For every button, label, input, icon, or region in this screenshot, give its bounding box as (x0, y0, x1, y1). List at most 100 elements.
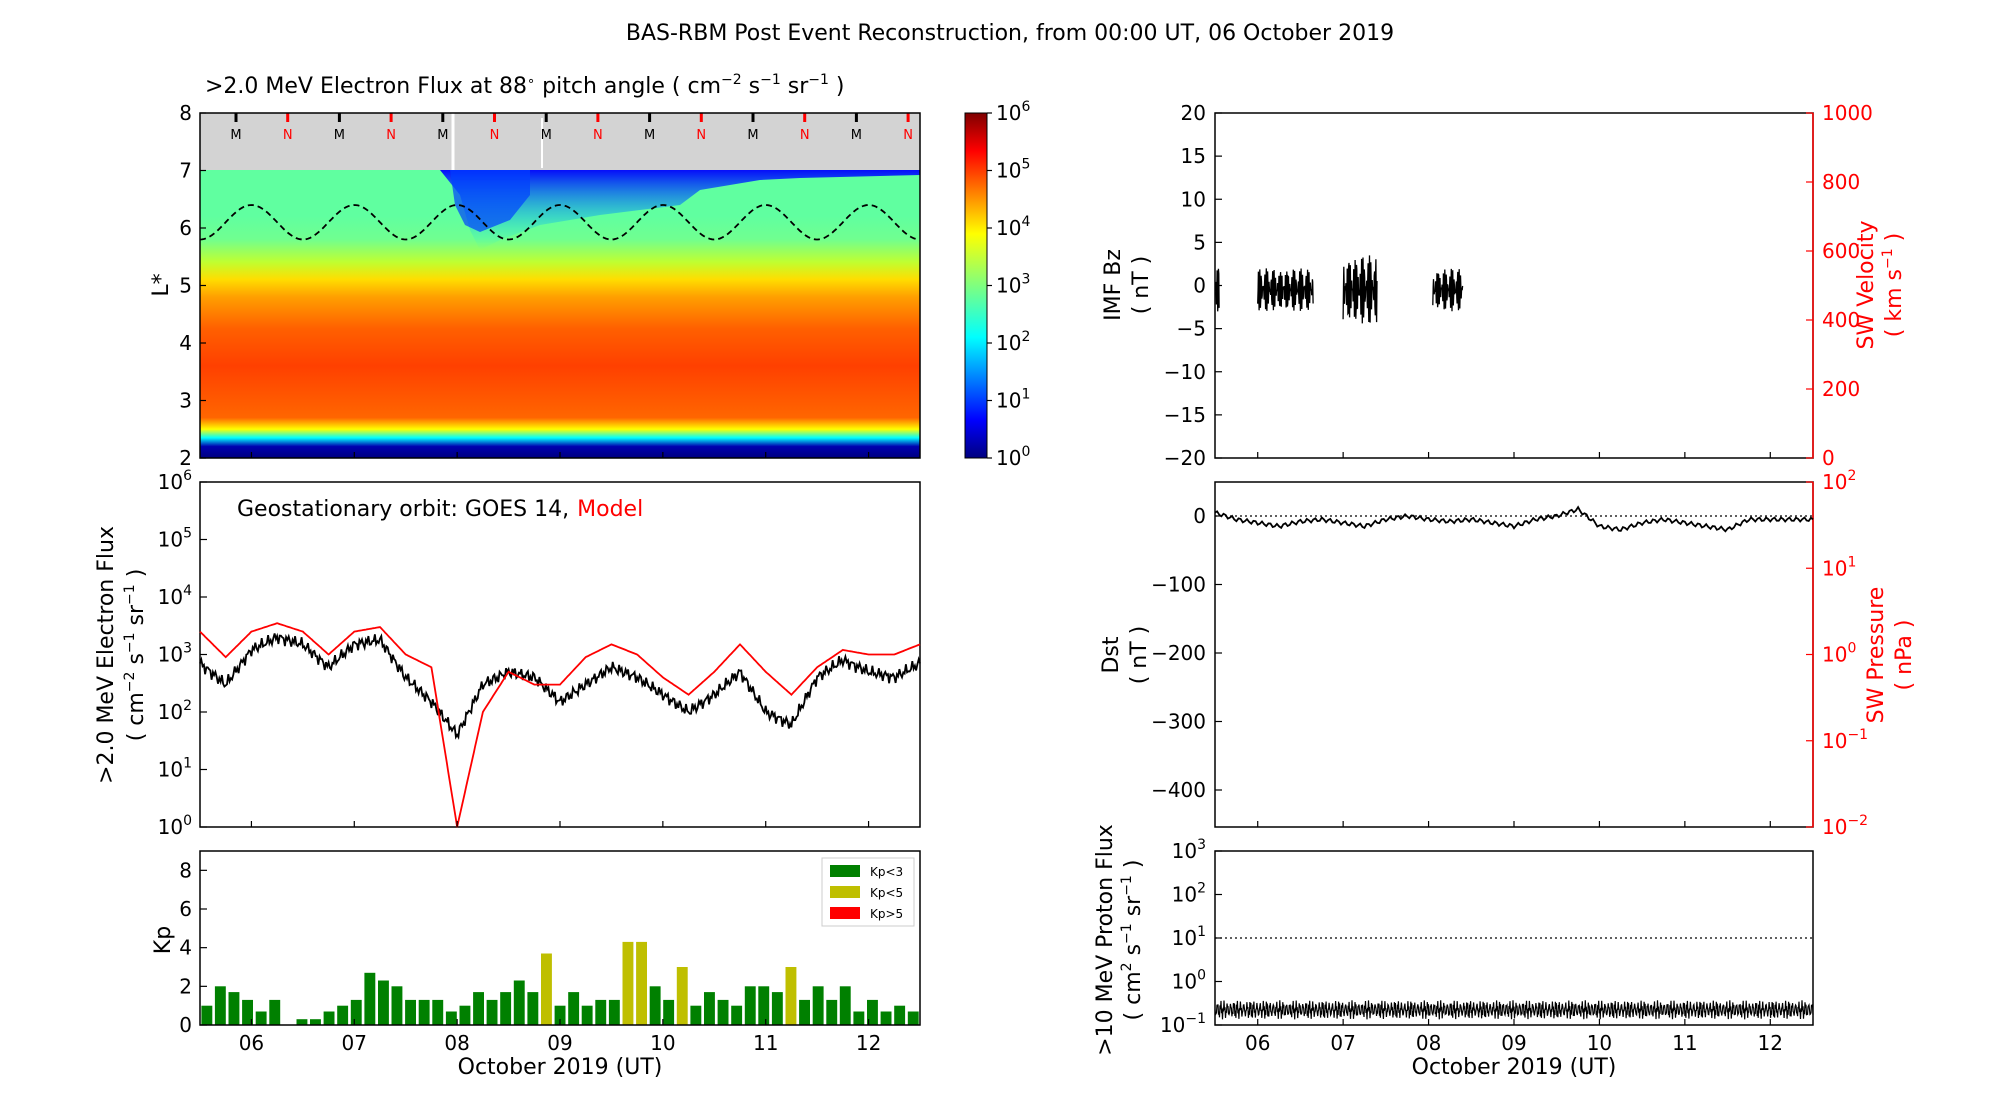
kp-bar (595, 999, 607, 1025)
mn-marker-label: N (386, 128, 396, 143)
proton-panel: 103 102 101 100 10−1 >10 MeV Proton Flux ( c… (1093, 452, 1814, 1080)
imf-right-tick-label: 400 (1822, 308, 1860, 332)
dst-right-tick-label: 10−2 (1822, 813, 1868, 839)
right-xtick-label: 08 (1416, 1031, 1441, 1055)
imf-ytick-label: −15 (1164, 403, 1206, 427)
kp-bar (581, 1005, 593, 1025)
kp-bar (310, 1019, 321, 1025)
kp-legend-swatch-mid (830, 886, 860, 898)
kp-bar (839, 986, 851, 1025)
kp-bar (323, 1011, 335, 1025)
geo-ytick-label: 105 (158, 526, 192, 552)
mn-marker-label: N (696, 128, 706, 143)
colorbar-tick-label: 104 (996, 214, 1030, 240)
kp-bar (513, 980, 525, 1025)
kp-panel: 0 2 4 6 8 Kp Kp<3 Kp<5 Kp>5 06 07 08 09 10 11 12 O… (151, 452, 921, 1080)
geo-panel: Geostationary orbit: GOES 14, Model 100 10… (94, 468, 921, 839)
kp-bar (242, 999, 253, 1025)
left-xtick-label: 12 (856, 1031, 881, 1055)
kp-bar (663, 999, 675, 1025)
kp-bar (771, 992, 783, 1025)
spectrogram-ylabel: L* (149, 273, 174, 296)
dst-frame (1214, 481, 1814, 828)
kp-bar (608, 999, 620, 1025)
geo-ytick-label: 101 (158, 756, 192, 782)
spectrogram-ytick-label: 3 (179, 389, 192, 413)
spectrogram-gray-region (200, 113, 920, 170)
proton-ytick-label: 100 (1172, 968, 1206, 994)
mn-marker-label: M (334, 128, 345, 143)
imf-right-label-line2: ( km s−1 ) (1880, 233, 1907, 337)
imf-ylabel-line1: IMF Bz (1101, 249, 1126, 321)
imf-right-tick-label: 800 (1822, 170, 1860, 194)
colorbar-tick-label: 100 (996, 444, 1030, 470)
spectrogram-depletion-core (450, 170, 530, 232)
kp-bar (228, 992, 240, 1025)
mn-marker-label: N (800, 128, 810, 143)
spectrogram-ytick-label: 8 (179, 101, 192, 125)
geo-label: Geostationary orbit: GOES 14, Model (237, 497, 643, 522)
mn-marker-label: M (644, 128, 655, 143)
imf-bz-trace (1214, 255, 1464, 324)
mn-marker-label: M (437, 128, 448, 143)
left-xtick-label: 06 (239, 1031, 264, 1055)
left-xtick-label: 11 (753, 1031, 778, 1055)
kp-ylabel: Kp (151, 926, 176, 954)
proton-ylabel-line1: >10 MeV Proton Flux (1093, 824, 1118, 1056)
right-xtick-label: 07 (1330, 1031, 1355, 1055)
imf-ytick-label: −10 (1164, 360, 1206, 384)
mn-marker-label: N (283, 128, 293, 143)
imf-right-label-line1: SW Velocity (1854, 220, 1879, 349)
kp-bar (418, 999, 430, 1025)
spectrogram-ytick-label: 5 (179, 274, 192, 298)
proton-ytick-label: 102 (1172, 881, 1206, 907)
imf-ytick-label: 0 (1193, 274, 1206, 298)
geo-frame (199, 481, 921, 828)
kp-ytick-label: 0 (179, 1013, 192, 1037)
right-xlabel: October 2019 (UT) (1412, 1055, 1617, 1080)
dst-trace (1214, 505, 1814, 533)
mn-marker-label: N (903, 128, 913, 143)
kp-bar (473, 992, 484, 1025)
proton-ylabel-line2: ( cm2 s−1 sr−1 ) (1119, 860, 1146, 1021)
dst-ylabel-line1: Dst (1099, 636, 1124, 673)
geo-series-model (199, 622, 921, 828)
spectrogram-dashed-trace (199, 204, 921, 241)
kp-bar (255, 1011, 267, 1025)
dst-right-tick-label: 101 (1822, 554, 1856, 580)
imf-ytick-label: 15 (1181, 144, 1206, 168)
geo-label-model: Model (577, 497, 643, 522)
left-xtick-label: 08 (444, 1031, 469, 1055)
colorbar-tick-label: 101 (996, 387, 1030, 413)
geo-ylabel-line1: >2.0 MeV Electron Flux (94, 526, 119, 784)
geo-ytick-label: 103 (158, 641, 192, 667)
kp-legend-label-low: Kp<3 (870, 865, 903, 879)
proton-ytick-label: 101 (1172, 924, 1206, 950)
kp-bar (704, 992, 715, 1025)
kp-bar (622, 941, 634, 1025)
kp-bar (717, 999, 729, 1025)
kp-bar (269, 999, 281, 1025)
kp-legend: Kp<3 Kp<5 Kp>5 (821, 857, 915, 927)
kp-bar (636, 941, 647, 1025)
imf-frame (1214, 112, 1814, 459)
spectrogram-panel: >2.0 MeV Electron Flux at 88∘ pitch angl… (149, 72, 1030, 470)
kp-bar (201, 1005, 213, 1025)
kp-bar (486, 999, 498, 1025)
kp-bar (459, 1005, 471, 1025)
geo-ytick-label: 106 (158, 468, 192, 494)
dst-ylabel-line2: ( nT ) (1127, 626, 1152, 685)
mn-marker-label: M (851, 128, 862, 143)
spectrogram-depletion (440, 170, 920, 250)
kp-bar (432, 999, 444, 1025)
kp-bar (391, 986, 403, 1025)
left-xtick-label: 07 (342, 1031, 367, 1055)
geo-series-goes14 (199, 632, 921, 740)
proton-ytick-label: 10−1 (1160, 1011, 1206, 1037)
mn-marker-label: M (230, 128, 241, 143)
kp-legend-swatch-high (830, 907, 860, 919)
dst-right-tick-label: 102 (1822, 468, 1856, 494)
imf-ytick-label: 5 (1193, 230, 1206, 254)
proton-ytick-label: 103 (1172, 837, 1206, 863)
